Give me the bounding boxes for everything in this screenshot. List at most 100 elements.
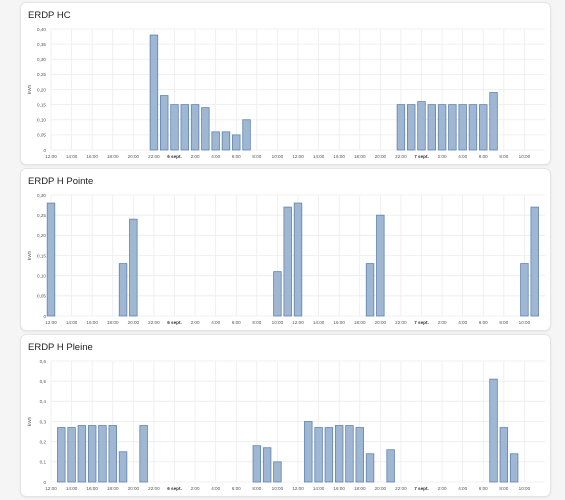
y-tick-label: 0 (43, 314, 46, 319)
y-tick-label: 0 (43, 148, 46, 153)
x-tick-label: 6:00 (479, 154, 488, 159)
bar[interactable] (149, 34, 159, 151)
bar[interactable] (232, 134, 241, 151)
y-tick-label: 0,30 (37, 57, 46, 62)
x-tick-label: 6:00 (479, 320, 488, 325)
bar[interactable] (376, 214, 385, 317)
bar[interactable] (509, 453, 519, 483)
x-tick-label: 18:00 (107, 486, 119, 491)
bar[interactable] (77, 425, 87, 483)
bar[interactable] (396, 104, 406, 151)
bar[interactable] (324, 427, 334, 483)
bar[interactable] (190, 104, 200, 151)
x-tick-label: 10:00 (272, 486, 284, 491)
bar[interactable] (211, 131, 220, 151)
y-tick-label: 0,20 (37, 87, 46, 92)
x-tick-label: 4:00 (458, 486, 467, 491)
chart-erdp-h-pleine: 0 0,1 0,2 0,3 0,4 0,5 0,6 12:00 14:00 16:00 18:00 2… (27, 359, 545, 491)
bar[interactable] (98, 425, 107, 483)
bar[interactable] (87, 425, 97, 483)
x-tick-label: 20:00 (128, 320, 140, 325)
x-tick-label: 18:00 (354, 154, 366, 159)
bar[interactable] (520, 263, 529, 317)
bar[interactable] (448, 104, 457, 151)
bar[interactable] (365, 263, 375, 317)
bar[interactable] (355, 427, 364, 483)
bar[interactable] (304, 421, 313, 483)
x-tick-label: 12:00 (45, 154, 57, 159)
y-tick-label: 0,2 (40, 439, 47, 444)
bar[interactable] (108, 425, 117, 483)
chart-erdp-h-pointe: 0 0,05 0,10 0,15 0,20 0,25 0,30 12:00 14:00 16:00… (27, 193, 545, 325)
bar[interactable] (283, 206, 292, 317)
x-tick-label: 22:00 (395, 154, 407, 159)
y-tick-label: 0,3 (40, 419, 47, 424)
x-tick-label: 12:00 (45, 320, 57, 325)
y-tick-label: 0,05 (37, 133, 46, 138)
bar[interactable] (262, 447, 272, 483)
bar[interactable] (530, 206, 539, 317)
bar[interactable] (118, 263, 128, 317)
x-tick-label: 18:00 (354, 320, 366, 325)
bar[interactable] (180, 104, 189, 151)
bar[interactable] (293, 202, 303, 317)
x-tick-label: 22:00 (395, 486, 407, 491)
bar[interactable] (365, 453, 375, 483)
x-tick-label: 16:00 (333, 320, 345, 325)
x-tick-label: 20:00 (375, 320, 387, 325)
bar[interactable] (201, 107, 210, 151)
x-tick-label: 8:00 (252, 154, 261, 159)
bar[interactable] (67, 427, 76, 483)
x-tick-label: 2:00 (191, 486, 200, 491)
y-tick-label: 0,10 (37, 118, 46, 123)
bar[interactable] (170, 104, 179, 151)
bar[interactable] (407, 104, 416, 151)
x-tick-label: 2:00 (438, 320, 447, 325)
x-tick-label: 22:00 (148, 486, 160, 491)
bar[interactable] (252, 445, 262, 483)
x-tick-label: 20:00 (375, 154, 387, 159)
x-tick-label: 8:00 (252, 486, 261, 491)
chart-card-erdp-hc: ERDP HC 0 0,05 0,10 0,15 0,20 0,25 0,30 0,35 0,4… (20, 2, 551, 165)
bar[interactable] (479, 104, 488, 151)
bar[interactable] (334, 425, 344, 483)
x-tick-label: 8:00 (252, 320, 261, 325)
y-tick-label: 0,35 (37, 42, 46, 47)
bar[interactable] (242, 119, 251, 151)
x-tick-label: 14:00 (66, 154, 78, 159)
bar[interactable] (139, 425, 148, 483)
x-tick-label: 6:00 (479, 486, 488, 491)
x-tick-label: 20:00 (375, 486, 387, 491)
x-tick-label: 8:00 (499, 486, 508, 491)
bar[interactable] (118, 451, 128, 483)
x-tick-label: 2:00 (191, 320, 200, 325)
bar[interactable] (437, 104, 447, 151)
bar[interactable] (499, 427, 509, 483)
chart-erdp-hc: 0 0,05 0,10 0,15 0,20 0,25 0,30 0,35 0,40 12:00 14… (27, 27, 545, 159)
x-tick-label: 6 sept. (167, 320, 182, 325)
bar[interactable] (57, 427, 66, 483)
bar[interactable] (468, 104, 478, 151)
bar[interactable] (427, 104, 436, 151)
bar[interactable] (458, 104, 467, 151)
bar[interactable] (273, 461, 282, 483)
bar[interactable] (160, 95, 169, 151)
y-axis-label: kWh (27, 416, 32, 426)
x-tick-label: 20:00 (128, 154, 140, 159)
bar[interactable] (46, 202, 56, 317)
bar[interactable] (489, 92, 498, 151)
bar[interactable] (221, 131, 231, 151)
bar[interactable] (417, 101, 426, 151)
bar[interactable] (345, 425, 354, 483)
bar[interactable] (386, 449, 395, 483)
x-tick-label: 4:00 (211, 486, 220, 491)
bar[interactable] (273, 271, 282, 317)
bar[interactable] (314, 427, 323, 483)
x-tick-label: 16:00 (86, 486, 98, 491)
x-tick-label: 16:00 (333, 154, 345, 159)
x-tick-label: 14:00 (313, 320, 325, 325)
y-tick-label: 0,15 (37, 102, 46, 107)
y-tick-label: 0,5 (40, 379, 47, 384)
bar[interactable] (129, 218, 138, 317)
bar[interactable] (489, 378, 498, 483)
